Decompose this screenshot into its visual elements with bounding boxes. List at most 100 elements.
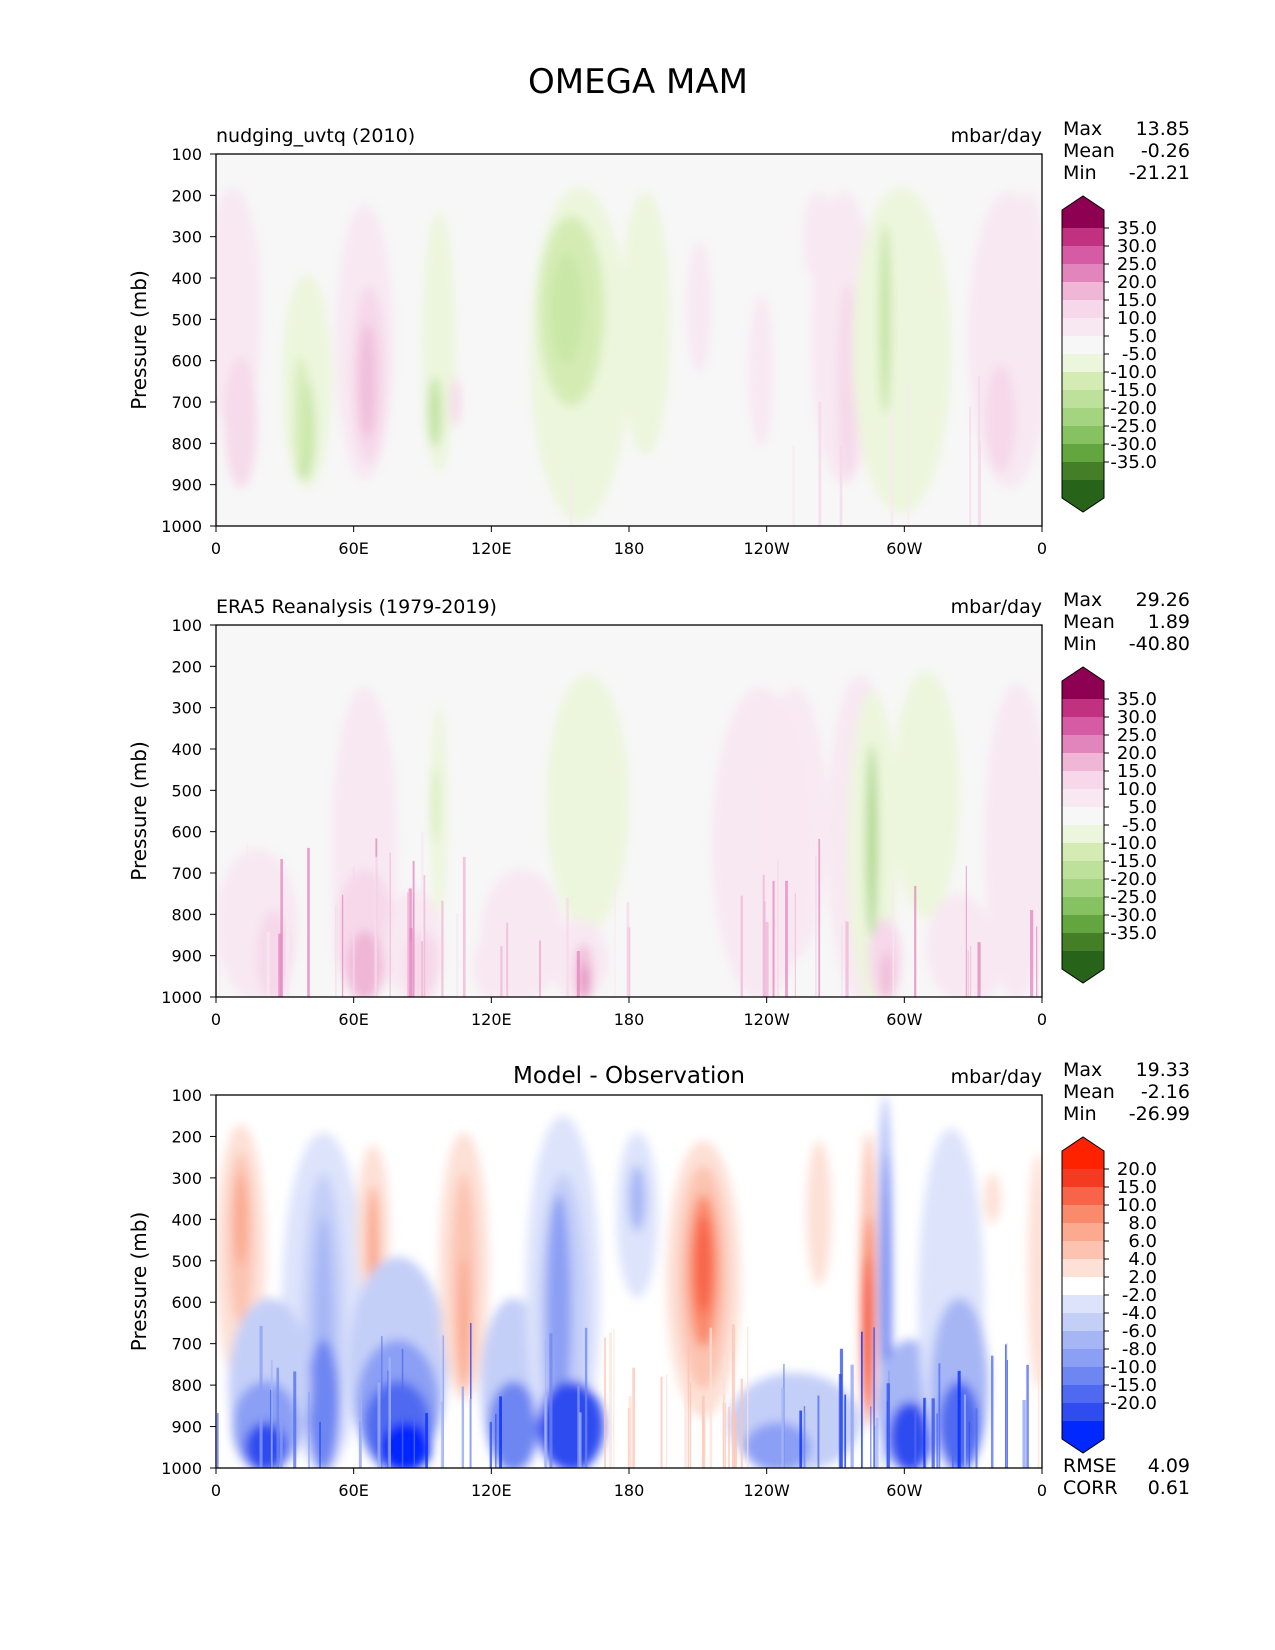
- contour-streak: [1022, 1400, 1026, 1468]
- contour-blob: [881, 951, 892, 997]
- contour-streak: [266, 931, 270, 997]
- x-tick-label: 120E: [471, 1010, 512, 1029]
- colorbar-band: [1062, 825, 1104, 843]
- contour-streak: [907, 379, 910, 526]
- contour-streak: [978, 440, 981, 526]
- contour-streak: [969, 406, 972, 526]
- colorbar-label: -6.0: [1122, 1321, 1157, 1342]
- contour-streak: [765, 922, 769, 997]
- contour-blob: [430, 703, 448, 919]
- colorbar-band: [1062, 1295, 1104, 1313]
- contour-streak: [407, 892, 410, 997]
- y-tick-label: 500: [171, 781, 202, 800]
- y-tick-label: 900: [171, 947, 202, 966]
- stats-value: -26.99: [1129, 1103, 1190, 1125]
- x-tick-label: 60W: [886, 539, 922, 558]
- colorbar-cap-bottom: [1062, 951, 1104, 983]
- stats-label: Min: [1063, 633, 1097, 655]
- contour-streak: [286, 906, 290, 997]
- contour-blob: [695, 1215, 712, 1315]
- contour-blob: [234, 1173, 248, 1265]
- y-tick-label: 600: [171, 823, 202, 842]
- contour-streak: [728, 1407, 730, 1468]
- colorbar-label: -5.0: [1122, 815, 1157, 836]
- contour-streak: [614, 887, 616, 997]
- x-tick-label: 0: [1037, 1010, 1047, 1029]
- colorbar-label: 25.0: [1117, 254, 1157, 275]
- contour-streak: [1026, 1364, 1029, 1468]
- contour-blob: [381, 1422, 431, 1468]
- contour-streak: [1030, 910, 1034, 997]
- contour-streak: [818, 838, 821, 997]
- contour-streak: [584, 1327, 588, 1468]
- contour-streak: [845, 921, 849, 997]
- contour-streak: [772, 880, 775, 997]
- contour-streak: [975, 1408, 978, 1468]
- y-tick-label: 200: [171, 1127, 202, 1146]
- y-tick-label: 400: [171, 740, 202, 759]
- colorbar-band: [1062, 699, 1104, 717]
- contour-blob: [472, 931, 522, 997]
- contour-blob: [1027, 1153, 1042, 1390]
- colorbar-band: [1062, 462, 1104, 480]
- contour-streak: [416, 954, 419, 997]
- contour-blob: [852, 187, 952, 514]
- y-tick-label: 1000: [161, 988, 202, 1007]
- contour-streak: [709, 1327, 713, 1468]
- contour-streak: [914, 1407, 917, 1468]
- colorbar-label: 30.0: [1117, 707, 1157, 728]
- stats-value: -0.26: [1141, 140, 1190, 162]
- colorbar-outline: [1061, 195, 1105, 513]
- contour-blob: [538, 1381, 605, 1468]
- colorbar-label: -25.0: [1110, 416, 1157, 437]
- colorbar-label: -30.0: [1110, 905, 1157, 926]
- x-tick-label: 60E: [338, 1481, 368, 1500]
- contour-streak: [387, 1370, 390, 1468]
- colorbar-band: [1062, 717, 1104, 735]
- contour-streak: [246, 841, 248, 997]
- contour-blob: [450, 377, 461, 427]
- contour-streak: [388, 1357, 391, 1468]
- colorbar-label: -15.0: [1110, 851, 1157, 872]
- contour-streak: [358, 1421, 362, 1468]
- contour-blob: [984, 683, 1042, 997]
- contour-blob: [306, 1339, 340, 1468]
- contour-streak: [506, 922, 509, 997]
- colorbar-band: [1062, 789, 1104, 807]
- contour-streak: [959, 951, 962, 997]
- colorbar-label: -20.0: [1110, 398, 1157, 419]
- contour-streak: [931, 1398, 935, 1468]
- colorbar-label: 25.0: [1117, 725, 1157, 746]
- colorbar-band: [1062, 1385, 1104, 1403]
- contour-blob: [358, 323, 376, 440]
- colorbar-band: [1062, 1205, 1104, 1223]
- stats-value: 13.85: [1136, 118, 1190, 140]
- contour-streak: [469, 1399, 472, 1468]
- colorbar-band: [1062, 1403, 1104, 1421]
- stats-value: -21.21: [1129, 162, 1190, 184]
- contour-streak: [689, 1382, 692, 1468]
- stats-label: Max: [1063, 589, 1102, 611]
- colorbar-label: 6.0: [1128, 1231, 1157, 1252]
- stats-label: Max: [1063, 118, 1102, 140]
- contour-streak: [470, 1323, 472, 1468]
- contour-streak: [544, 1338, 547, 1468]
- contour-field: [216, 1095, 1042, 1468]
- colorbar-label: -10.0: [1110, 833, 1157, 854]
- contour-streak: [839, 445, 843, 526]
- colorbar-label: 2.0: [1128, 1267, 1157, 1288]
- contour-field: [216, 670, 1042, 997]
- panel-units: mbar/day: [951, 125, 1042, 147]
- contour-streak: [841, 924, 843, 997]
- x-tick-label: 0: [211, 539, 221, 558]
- contour-streak: [421, 941, 424, 997]
- stats-label: Min: [1063, 162, 1097, 184]
- contour-streak: [684, 1388, 687, 1468]
- colorbar-outline: [1061, 1136, 1105, 1454]
- contour-streak: [967, 950, 969, 997]
- colorbar-label: -30.0: [1110, 434, 1157, 455]
- contour-streak: [576, 951, 580, 997]
- colorbar-label: 20.0: [1117, 1159, 1157, 1180]
- colorbar-band: [1062, 390, 1104, 408]
- x-tick-label: 60W: [886, 1010, 922, 1029]
